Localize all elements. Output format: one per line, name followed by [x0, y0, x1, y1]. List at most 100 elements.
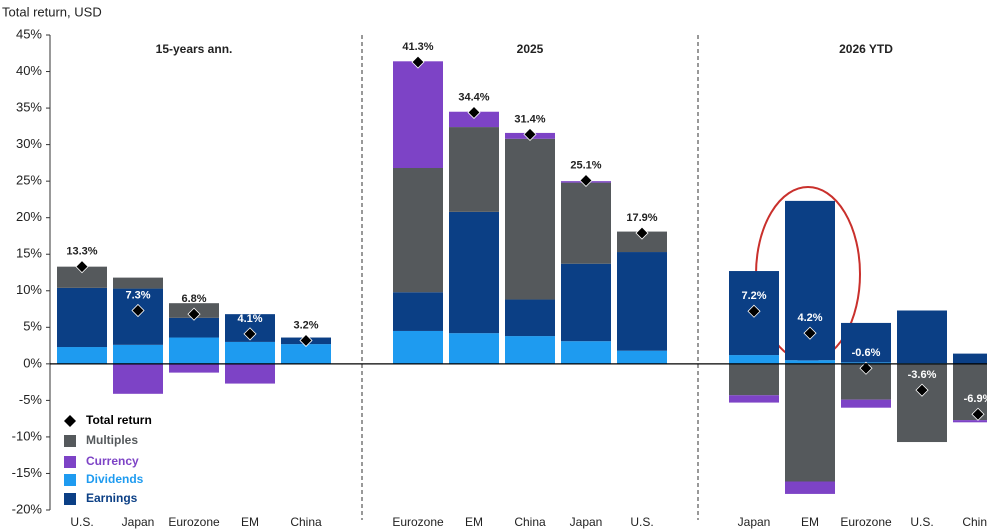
data-label: 4.2% — [797, 312, 822, 324]
y-tick-label: 5% — [23, 319, 42, 334]
bar-segment — [785, 363, 835, 482]
bar-segment — [225, 363, 275, 384]
legend-swatch — [64, 493, 76, 505]
bar-segment — [169, 337, 219, 364]
bar-segment — [57, 266, 107, 288]
legend-swatch — [64, 435, 76, 447]
panel-title: 2026 YTD — [839, 42, 893, 56]
total-marker — [635, 226, 649, 240]
bar-segment — [505, 299, 555, 337]
total-marker — [523, 127, 537, 141]
bar-segment — [561, 263, 611, 342]
bar-segment — [505, 138, 555, 300]
y-tick-label: 15% — [16, 246, 42, 261]
bar-segment — [393, 61, 443, 168]
y-tick-label: 20% — [16, 209, 42, 224]
bar-segment — [785, 360, 835, 364]
data-label: 7.3% — [125, 289, 150, 301]
total-marker — [187, 307, 201, 321]
bar-segment — [449, 211, 499, 334]
bar-segment — [841, 322, 891, 363]
y-tick-label: -15% — [12, 465, 43, 480]
bar-segment — [953, 420, 987, 423]
bar-segment — [841, 399, 891, 408]
panel-title: 15-years ann. — [156, 42, 233, 56]
bar-segment — [617, 231, 667, 253]
bar-segment — [113, 363, 163, 394]
y-tick-label: 30% — [16, 136, 42, 151]
total-marker — [299, 333, 313, 348]
total-marker — [243, 327, 257, 341]
total-marker — [467, 105, 481, 120]
x-tick-label: China — [514, 515, 546, 529]
y-tick-label: 0% — [23, 355, 42, 370]
y-tick-label: 25% — [16, 173, 42, 188]
x-tick-label: EM — [801, 515, 819, 529]
total-marker — [411, 55, 425, 69]
data-label: 31.4% — [514, 113, 545, 125]
bar-segment — [897, 310, 947, 364]
y-tick-label: 45% — [16, 26, 42, 41]
total-marker — [579, 173, 593, 187]
x-tick-label: Eurozone — [840, 515, 892, 529]
total-marker — [915, 383, 929, 397]
bar-segment — [393, 330, 443, 364]
x-tick-label: China — [962, 515, 987, 529]
total-marker — [747, 304, 761, 318]
bar-segment — [449, 333, 499, 364]
bar-segment — [449, 127, 499, 212]
bar-segment — [729, 363, 779, 396]
bar-segment — [953, 363, 987, 421]
data-label: -3.6% — [908, 369, 937, 381]
bar-segment — [897, 363, 947, 443]
total-marker — [803, 326, 817, 340]
legend-label: Total return — [86, 413, 152, 427]
y-axis-label: Total return, USD — [2, 4, 102, 19]
bar-segment — [505, 336, 555, 364]
x-tick-label: Japan — [122, 515, 155, 529]
y-tick-label: 10% — [16, 282, 42, 297]
x-tick-label: Eurozone — [168, 515, 220, 529]
y-tick-label: -10% — [12, 428, 43, 443]
bar-segment — [561, 341, 611, 364]
bar-segment — [617, 350, 667, 364]
data-label: 41.3% — [402, 41, 433, 53]
bar-segment — [113, 344, 163, 364]
data-label: 3.2% — [293, 319, 318, 331]
total-marker — [971, 407, 985, 421]
bar-segment — [57, 347, 107, 364]
legend-label: Multiples — [86, 433, 138, 447]
y-tick-label: -5% — [19, 392, 43, 407]
x-tick-label: Japan — [570, 515, 603, 529]
panel-title: 2025 — [517, 42, 544, 56]
bar-segment — [617, 252, 667, 351]
bar-segment — [113, 277, 163, 289]
y-tick-label: 35% — [16, 100, 42, 115]
legend-label: Earnings — [86, 491, 138, 505]
data-label: 7.2% — [741, 290, 766, 302]
data-label: -0.6% — [852, 347, 881, 359]
data-label: 13.3% — [66, 246, 97, 258]
bar-segment — [729, 355, 779, 364]
bar-segment — [225, 341, 275, 364]
x-tick-label: Japan — [738, 515, 771, 529]
y-tick-label: -20% — [12, 501, 43, 516]
bar-segment — [729, 395, 779, 403]
x-tick-label: U.S. — [910, 515, 933, 529]
data-label: 34.4% — [458, 91, 489, 103]
total-marker — [859, 361, 873, 375]
legend-marker — [64, 415, 76, 427]
legend-label: Dividends — [86, 472, 144, 486]
bar-segment — [281, 344, 331, 364]
x-tick-label: EM — [241, 515, 259, 529]
bar-segment — [393, 292, 443, 331]
x-tick-label: U.S. — [70, 515, 93, 529]
bar-segment — [561, 182, 611, 264]
bar-segment — [57, 287, 107, 348]
bar-segment — [169, 317, 219, 338]
total-marker — [131, 303, 145, 318]
bar-segment — [393, 168, 443, 293]
y-tick-label: 40% — [16, 63, 42, 78]
legend-swatch — [64, 456, 76, 468]
